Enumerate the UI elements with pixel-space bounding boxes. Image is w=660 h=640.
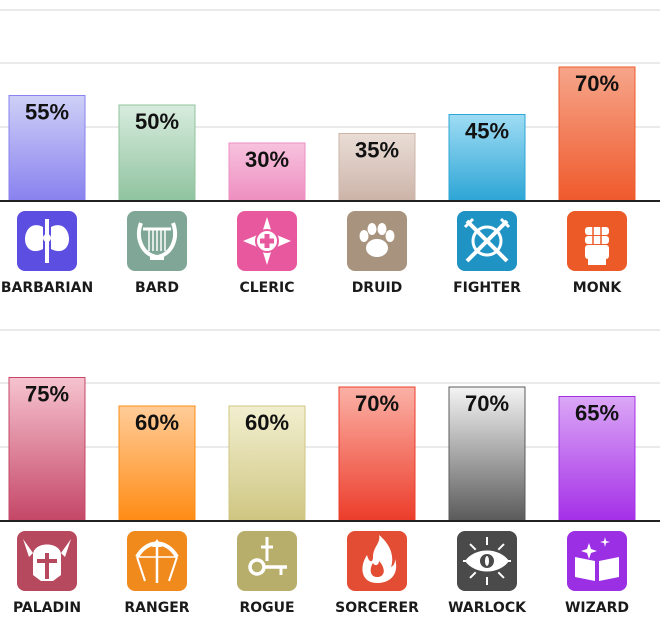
bar-wizard <box>558 396 636 521</box>
bar-value-label: 70% <box>355 391 399 416</box>
category-label-ranger: RANGER <box>124 600 189 616</box>
category-label-sorcerer: SORCERER <box>335 600 419 616</box>
chart-panel-top: 55% BARBARIAN 50% BARD 30% CLERIC 35% DRUID 45% F… <box>0 9 660 296</box>
axe-icon <box>17 211 77 271</box>
bar-value-label: 75% <box>25 382 69 407</box>
lyre-icon <box>127 211 187 271</box>
crossed-swords-shield-icon <box>457 211 517 271</box>
bar-monk <box>558 66 636 201</box>
bar-value-label: 65% <box>575 401 619 426</box>
fist-icon <box>567 211 627 271</box>
bar-paladin <box>8 377 86 521</box>
bar-value-label: 35% <box>355 138 399 163</box>
bar-value-label: 30% <box>245 147 289 172</box>
category-label-wizard: WIZARD <box>565 600 629 616</box>
category-label-rogue: ROGUE <box>239 600 294 616</box>
key-sword-icon <box>237 531 297 591</box>
bar-value-label: 70% <box>575 71 619 96</box>
bar-cleric <box>228 142 306 201</box>
holy-cross-icon <box>237 211 297 271</box>
bar-value-label: 60% <box>245 410 289 435</box>
bar-chart-top: 55% BARBARIAN 50% BARD 30% CLERIC 35% DRUID 45% F… <box>0 9 660 296</box>
paw-icon <box>347 211 407 271</box>
spellbook-icon <box>567 531 627 591</box>
category-label-cleric: CLERIC <box>239 280 294 296</box>
bar-druid <box>338 133 416 201</box>
bar-value-label: 70% <box>465 391 509 416</box>
chart-panel-bottom: 75% PALADIN 60% RANGER 60% ROGUE 70% SORCERER 70… <box>0 320 660 640</box>
category-label-barbarian: BARBARIAN <box>1 280 93 296</box>
bar-value-label: 50% <box>135 109 179 134</box>
eye-icon <box>457 531 517 591</box>
category-label-warlock: WARLOCK <box>448 600 527 616</box>
category-label-fighter: FIGHTER <box>453 280 521 296</box>
category-label-bard: BARD <box>135 280 179 296</box>
bow-icon <box>127 531 187 591</box>
bar-warlock <box>448 386 526 521</box>
category-label-druid: DRUID <box>352 280 403 296</box>
flame-icon <box>347 531 407 591</box>
category-label-paladin: PALADIN <box>13 600 81 616</box>
bar-sorcerer <box>338 386 416 521</box>
bar-value-label: 55% <box>25 100 69 125</box>
bar-rogue <box>228 405 306 521</box>
category-label-monk: MONK <box>573 280 623 296</box>
bar-value-label: 60% <box>135 410 179 435</box>
winged-helm-icon <box>17 531 77 591</box>
bar-barbarian <box>8 95 86 201</box>
bar-value-label: 45% <box>465 119 509 144</box>
bar-chart-bottom: 75% PALADIN 60% RANGER 60% ROGUE 70% SORCERER 70… <box>0 329 660 616</box>
